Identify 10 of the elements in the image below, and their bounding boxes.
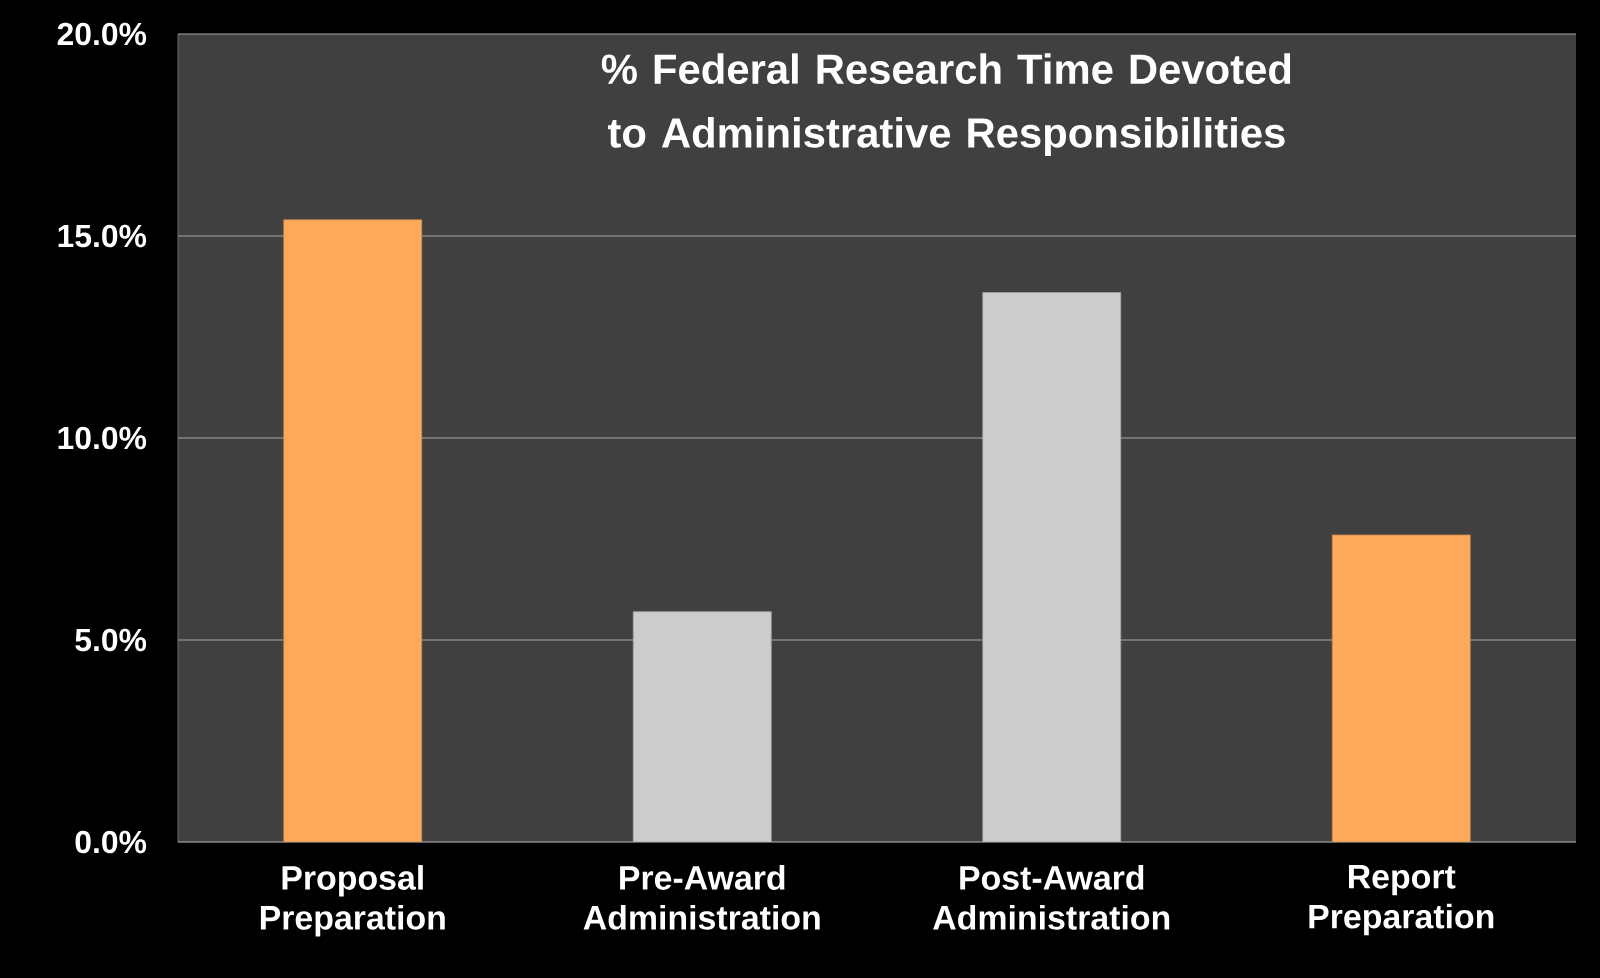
y-tick-label: 15.0% [58, 224, 147, 248]
x-tick-label: Report Preparation [1309, 865, 1494, 936]
y-tick-label: 0.0% [75, 830, 147, 854]
x-tick-label: Proposal Preparation [260, 865, 445, 937]
y-tick-label: 10.0% [58, 426, 147, 450]
text: % Federal Research Time Devoted to Administrative Responsibilities [601, 53, 1291, 157]
y-tick-label: 20.0% [57, 22, 147, 46]
x-tick-label: Pre-Award Administration [583, 865, 820, 930]
x-tick-label: Post-Award Administration [933, 865, 1170, 930]
y-tick-label: 5.0% [75, 628, 147, 652]
